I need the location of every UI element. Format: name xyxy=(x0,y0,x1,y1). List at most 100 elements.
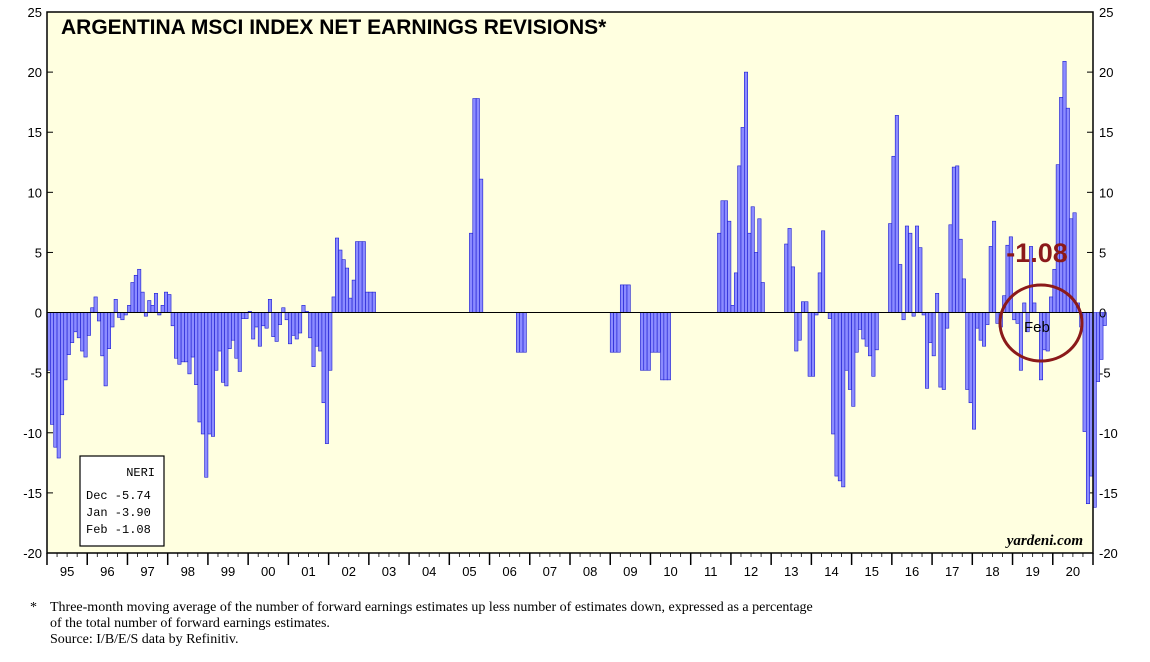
bar xyxy=(194,312,199,385)
footnote-marker: * xyxy=(30,600,37,615)
bar xyxy=(221,312,225,383)
bar xyxy=(951,166,956,313)
bar xyxy=(807,312,812,377)
bar xyxy=(90,307,95,313)
x-tick-label: 96 xyxy=(100,564,114,579)
bar xyxy=(918,247,923,313)
bar xyxy=(66,312,71,355)
bar xyxy=(928,312,933,343)
y-tick-label-right: 0 xyxy=(1099,306,1106,321)
bar xyxy=(797,312,802,341)
bar xyxy=(720,200,725,313)
bar xyxy=(794,312,799,352)
bar xyxy=(153,293,158,313)
bar xyxy=(609,312,614,353)
bar xyxy=(143,312,148,317)
bar xyxy=(858,312,862,330)
bar xyxy=(321,312,326,404)
bar xyxy=(214,312,219,371)
bar xyxy=(898,264,903,313)
bar xyxy=(180,312,185,363)
y-tick-label-left: 15 xyxy=(28,125,42,140)
bar xyxy=(291,312,296,336)
bar xyxy=(790,266,795,313)
bar xyxy=(328,312,333,371)
bar xyxy=(284,312,289,321)
bar xyxy=(184,312,189,363)
bar xyxy=(965,312,970,390)
bar xyxy=(56,312,61,459)
legend-row-feb: Feb -1.08 xyxy=(86,523,151,537)
bar xyxy=(650,312,655,353)
bar xyxy=(982,312,987,347)
legend-title: NERI xyxy=(126,466,155,480)
x-tick-label: 13 xyxy=(784,564,798,579)
bar xyxy=(841,312,846,488)
bar xyxy=(278,312,282,325)
bar xyxy=(60,312,65,416)
bar xyxy=(251,312,256,340)
legend-row-dec: Dec -5.74 xyxy=(86,489,151,503)
x-tick-label: 02 xyxy=(341,564,355,579)
y-tick-label-right: -20 xyxy=(1099,546,1118,561)
bar xyxy=(177,312,182,365)
bar xyxy=(1059,97,1064,313)
bar xyxy=(1099,312,1104,360)
bar xyxy=(127,305,132,313)
bar xyxy=(348,297,353,313)
bar xyxy=(723,200,728,313)
bar xyxy=(717,232,722,313)
bar xyxy=(1012,312,1017,321)
y-tick-label-right: -15 xyxy=(1099,486,1118,501)
bar xyxy=(103,312,108,387)
x-tick-label: 20 xyxy=(1066,564,1080,579)
bar xyxy=(754,252,759,313)
y-tick-label-left: -15 xyxy=(23,486,42,501)
y-axis-left: -20 -15 -10 -5 0 5 10 15 20 25 xyxy=(23,5,42,561)
bar xyxy=(264,312,269,329)
bar xyxy=(190,312,195,358)
bar xyxy=(1032,302,1037,313)
legend-row-jan: Jan -3.90 xyxy=(86,506,151,520)
bar xyxy=(760,282,765,313)
bar xyxy=(821,230,826,313)
bar xyxy=(626,284,631,313)
bar xyxy=(345,267,350,313)
bar xyxy=(1065,107,1070,313)
bar xyxy=(210,312,215,437)
y-tick-label-right: 5 xyxy=(1099,245,1106,260)
bar xyxy=(254,312,259,328)
bar xyxy=(107,312,111,349)
bar xyxy=(935,293,940,313)
bar xyxy=(804,301,809,313)
bar xyxy=(365,291,370,313)
y-tick-label-left: -20 xyxy=(23,546,42,561)
bar xyxy=(371,291,376,313)
bar xyxy=(130,282,135,313)
bar xyxy=(817,272,822,313)
x-tick-label: 16 xyxy=(905,564,919,579)
bar xyxy=(901,312,906,321)
bar xyxy=(324,312,329,444)
bar xyxy=(730,305,735,313)
y-tick-label-right: 25 xyxy=(1099,5,1113,20)
y-tick-label-right: 10 xyxy=(1099,185,1113,200)
watermark: yardeni.com xyxy=(1005,533,1083,549)
bar xyxy=(811,312,816,377)
bar xyxy=(1052,268,1057,313)
bar xyxy=(100,312,105,357)
bar xyxy=(750,206,755,313)
x-tick-label: 10 xyxy=(663,564,677,579)
bar xyxy=(961,278,966,313)
bar xyxy=(338,249,343,313)
bar xyxy=(241,312,246,319)
bar xyxy=(871,312,876,377)
bar xyxy=(831,312,836,435)
bar xyxy=(133,274,138,313)
bar xyxy=(318,312,323,352)
bar xyxy=(945,312,950,329)
bar xyxy=(207,312,212,435)
bar xyxy=(868,312,873,357)
bar xyxy=(740,127,745,313)
footnote-source: Source: I/B/E/S data by Refinitiv. xyxy=(50,632,239,647)
